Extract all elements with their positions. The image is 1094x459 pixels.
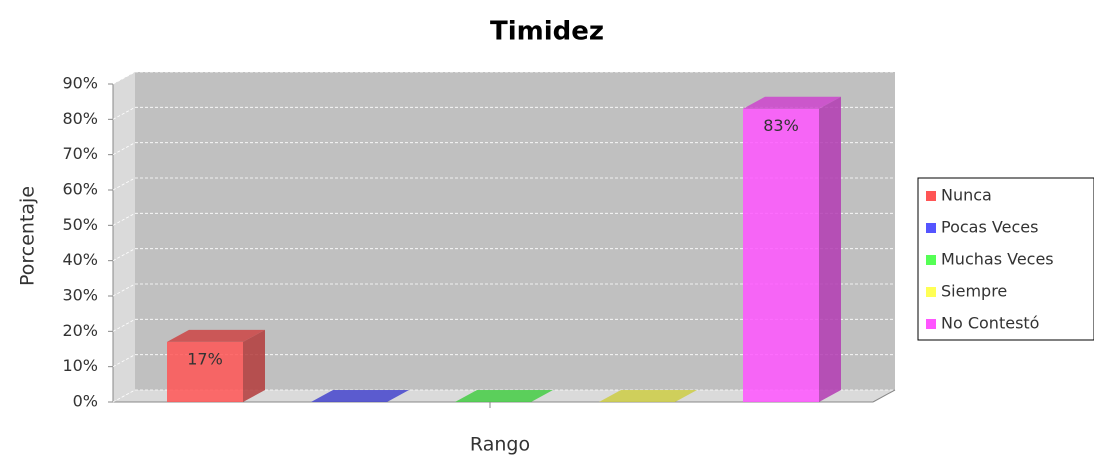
y-tick-label: 60% bbox=[62, 180, 98, 199]
grid-line bbox=[112, 212, 136, 226]
legend-label: Siempre bbox=[941, 282, 1007, 301]
bar-side bbox=[819, 96, 841, 402]
y-tick-label: 90% bbox=[62, 74, 98, 93]
bar-top bbox=[599, 390, 697, 402]
chart-title: Timidez bbox=[490, 17, 604, 47]
grid-line bbox=[112, 248, 136, 262]
legend-swatch bbox=[926, 319, 936, 329]
y-tick-label: 50% bbox=[62, 215, 98, 234]
bar bbox=[167, 341, 243, 402]
y-tick-label: 80% bbox=[62, 109, 98, 128]
legend-swatch bbox=[926, 255, 936, 265]
bar-side bbox=[243, 329, 265, 402]
legend bbox=[917, 177, 1094, 341]
grid-line bbox=[112, 142, 136, 156]
legend-swatch bbox=[926, 287, 936, 297]
x-axis-label: Rango bbox=[470, 434, 530, 456]
y-tick-label: 20% bbox=[62, 321, 98, 340]
bar-top bbox=[167, 329, 265, 342]
legend-label: Pocas Veces bbox=[941, 218, 1038, 237]
back-wall bbox=[135, 72, 895, 390]
y-axis-label: Porcentaje bbox=[17, 186, 39, 286]
bar-top bbox=[455, 390, 553, 402]
side-wall bbox=[113, 72, 135, 402]
y-tick-label: 30% bbox=[62, 286, 98, 305]
grid-line bbox=[112, 283, 136, 297]
grid-line bbox=[112, 177, 136, 191]
y-tick-label: 0% bbox=[73, 392, 98, 411]
bar-top bbox=[743, 96, 841, 109]
legend-label: No Contestó bbox=[941, 314, 1039, 333]
bar-top bbox=[311, 390, 409, 402]
value-label: 17% bbox=[187, 349, 223, 368]
y-tick-label: 70% bbox=[62, 144, 98, 163]
grid-line bbox=[112, 106, 136, 120]
legend-swatch bbox=[926, 191, 936, 201]
legend-label: Nunca bbox=[941, 186, 992, 205]
y-tick-label: 10% bbox=[62, 356, 98, 375]
legend-label: Muchas Veces bbox=[941, 250, 1054, 269]
grid-line bbox=[112, 318, 136, 332]
legend-swatch bbox=[926, 223, 936, 233]
value-label: 83% bbox=[763, 116, 799, 135]
axis-edge bbox=[872, 389, 896, 403]
grid-line bbox=[112, 354, 136, 368]
grid-line bbox=[112, 389, 136, 403]
bar bbox=[743, 108, 819, 402]
y-tick-label: 40% bbox=[62, 250, 98, 269]
grid-line bbox=[112, 71, 136, 85]
